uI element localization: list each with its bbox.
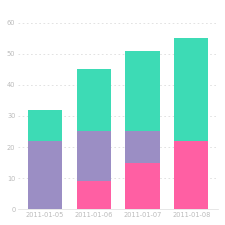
Bar bbox=[174, 38, 208, 141]
Bar bbox=[77, 131, 111, 181]
Bar bbox=[28, 110, 62, 141]
Bar bbox=[174, 141, 208, 209]
Bar bbox=[77, 69, 111, 131]
Bar bbox=[126, 51, 160, 131]
Bar bbox=[126, 131, 160, 163]
Bar bbox=[28, 141, 62, 209]
Bar bbox=[77, 181, 111, 209]
Bar bbox=[126, 163, 160, 209]
